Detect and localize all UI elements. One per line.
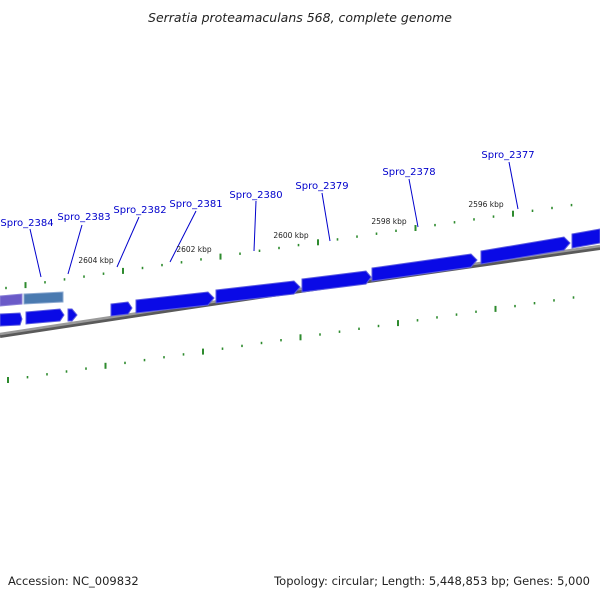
genome-summary-text: Topology: circular; Length: 5,448,853 bp…: [273, 574, 590, 588]
label-line: [408, 178, 419, 228]
label-line: [253, 200, 257, 252]
gene-label[interactable]: Spro_2380: [229, 190, 282, 201]
gene-feature[interactable]: [110, 301, 133, 317]
gene-feature[interactable]: [571, 228, 600, 249]
gene-feature[interactable]: [135, 291, 215, 314]
label-line: [67, 224, 83, 275]
gene-track: [0, 228, 600, 327]
tick-label: 2602 kbp: [176, 245, 212, 254]
map-title: Serratia proteamaculans 568, complete ge…: [148, 10, 452, 25]
gene-label[interactable]: Spro_2382: [113, 205, 166, 216]
label-line: [508, 161, 519, 210]
tick-label: 2598 kbp: [371, 217, 407, 226]
gene-feature[interactable]: [371, 253, 478, 282]
gene-feature[interactable]: [301, 270, 372, 293]
label-line: [116, 216, 140, 268]
backbone-shadow: [0, 246, 600, 338]
gene-feature[interactable]: [0, 293, 23, 307]
gene-label[interactable]: Spro_2379: [295, 181, 348, 192]
tick-label: 2600 kbp: [273, 231, 309, 240]
gene-label[interactable]: Spro_2384: [0, 218, 53, 229]
tick-track-lower: [7, 296, 575, 383]
gene-label[interactable]: Spro_2381: [169, 199, 222, 210]
label-line: [321, 192, 331, 242]
label-line: [169, 210, 197, 263]
gene-labels: Spro_2384 Spro_2383 Spro_2382 Spro_2381 …: [0, 150, 534, 229]
gene-feature[interactable]: [0, 312, 23, 327]
gene-feature[interactable]: [25, 308, 65, 325]
gene-label[interactable]: Spro_2378: [382, 167, 435, 178]
gene-feature[interactable]: [67, 308, 78, 322]
accession-text: Accession: NC_009832: [8, 574, 139, 588]
label-line: [29, 228, 42, 278]
gene-label[interactable]: Spro_2383: [57, 212, 110, 223]
tick-label: 2604 kbp: [78, 256, 114, 265]
gene-feature-selected[interactable]: [23, 291, 64, 305]
gene-label-lines: [29, 161, 519, 278]
tick-track-upper: [5, 203, 573, 290]
gene-label[interactable]: Spro_2377: [481, 150, 534, 161]
gene-feature[interactable]: [480, 236, 571, 265]
tick-labels: 2604 kbp 2602 kbp 2600 kbp 2598 kbp 2596…: [78, 200, 504, 265]
gene-feature[interactable]: [215, 280, 301, 304]
tick-label: 2596 kbp: [468, 200, 504, 209]
